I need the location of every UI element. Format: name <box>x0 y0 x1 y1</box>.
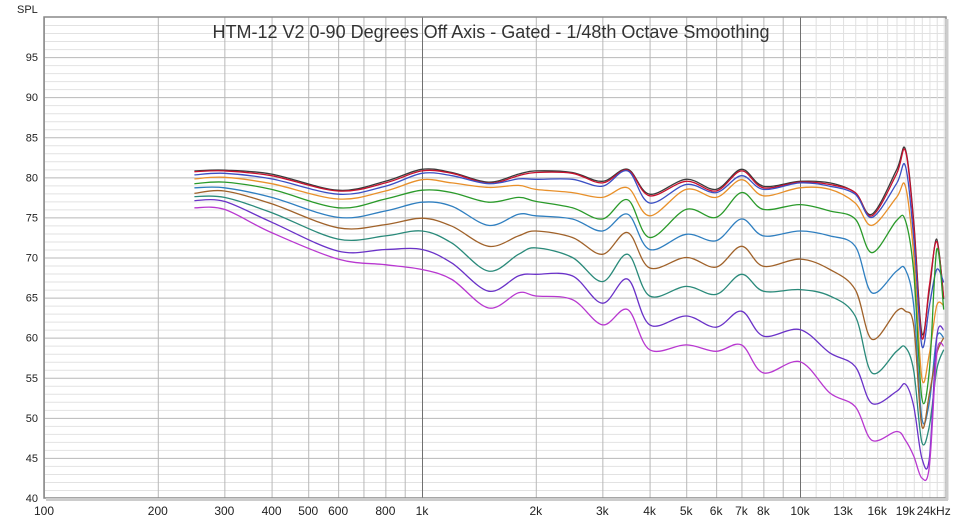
y-tick-label: 75 <box>26 212 38 224</box>
y-tick-label: 40 <box>26 493 38 505</box>
y-tick-label: 45 <box>26 453 38 465</box>
y-tick-label: 95 <box>26 52 38 64</box>
x-tick-label: 16k <box>867 504 887 518</box>
series-line-5 <box>194 186 945 425</box>
series-line-1 <box>194 148 945 340</box>
x-tick-label: 800 <box>375 504 395 518</box>
y-tick-label: 60 <box>26 333 38 345</box>
series-line-2 <box>194 163 945 349</box>
x-tick-label: 4k <box>643 504 657 518</box>
x-tick-label: 8k <box>757 504 771 518</box>
y-tick-label: 80 <box>26 172 38 184</box>
series-line-7 <box>194 195 945 446</box>
chart-title: HTM-12 V2 0-90 Degrees Off Axis - Gated … <box>213 22 770 42</box>
y-tick-label: 70 <box>26 253 38 265</box>
x-tick-label: 2k <box>529 504 543 518</box>
y-tick-label: 90 <box>26 92 38 104</box>
y-tick-label: 50 <box>26 413 38 425</box>
x-tick-label: 300 <box>214 504 234 518</box>
series-line-4 <box>194 181 945 405</box>
curves <box>194 146 945 481</box>
series-line-3 <box>194 176 945 384</box>
x-tick-label: 5k <box>680 504 694 518</box>
series-line-9 <box>194 206 945 481</box>
y-axis: 95 90 85 80 75 70 65 60 55 50 45 40 <box>26 52 38 505</box>
y-tick-label: 55 <box>26 373 38 385</box>
y-axis-label: SPL <box>17 4 38 16</box>
x-tick-label: 500 <box>298 504 318 518</box>
x-tick-label: 600 <box>328 504 348 518</box>
x-tick-label: 400 <box>262 504 282 518</box>
grid <box>44 17 946 498</box>
x-tick-label: 3k <box>596 504 610 518</box>
series-line-6 <box>194 189 945 429</box>
series-line-8 <box>194 198 945 470</box>
x-tick-label: 200 <box>148 504 168 518</box>
x-axis: 100 200 300 400 500 600 800 1k 2k 3k 4k 5k 6k 7k 8k 10k… <box>34 504 951 518</box>
x-tick-label: 10k <box>790 504 810 518</box>
y-tick-label: 65 <box>26 293 38 305</box>
x-tick-label: 19k <box>896 504 916 518</box>
x-tick-label: 100 <box>34 504 54 518</box>
x-tick-label: 24kHz <box>917 504 951 518</box>
x-tick-label: 6k <box>710 504 724 518</box>
y-tick-label: 85 <box>26 132 38 144</box>
x-tick-label: 7k <box>735 504 749 518</box>
x-tick-label: 13k <box>833 504 853 518</box>
x-tick-label: 1k <box>416 504 430 518</box>
series-line-0 <box>194 146 945 336</box>
